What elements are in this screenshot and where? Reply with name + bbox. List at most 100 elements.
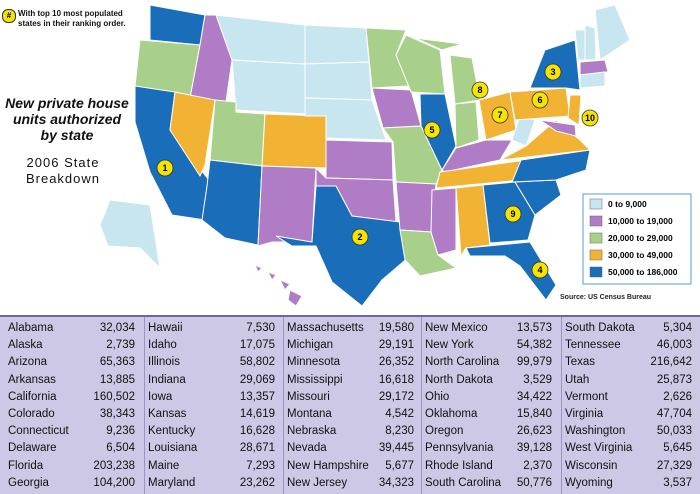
rank-label: 4 [537, 265, 542, 275]
legend-label: 20,000 to 29,000 [608, 233, 673, 243]
state-units: 104,200 [93, 476, 135, 489]
state-units: 34,422 [516, 390, 552, 403]
state [261, 113, 327, 169]
state-units: 32,034 [99, 322, 135, 334]
state-name: Idaho [148, 339, 177, 352]
state [465, 241, 557, 301]
state-units: 15,840 [516, 408, 552, 420]
state-units: 5,677 [385, 459, 414, 472]
state-name: Vermont [565, 390, 608, 403]
state-units: 39,445 [378, 442, 414, 455]
state-units: 3,537 [663, 476, 692, 489]
state-units: 17,075 [239, 339, 275, 352]
state-name: Washington [565, 425, 626, 438]
state-units: 16,618 [378, 373, 414, 386]
state-units: 65,363 [99, 356, 135, 369]
state-name: Tennessee [565, 339, 621, 352]
rank-marker [544, 63, 562, 81]
state-units: 5,304 [663, 322, 692, 334]
state-units: 2,739 [106, 339, 135, 352]
data-table: Alabama 32,034 Alaska 2,739 Arizona 65,363 Ark… [0, 315, 700, 494]
state-units: 29,069 [239, 373, 275, 386]
state-name: Michigan [287, 339, 334, 352]
state-name: Maryland [148, 476, 196, 489]
state-units: 13,357 [239, 390, 275, 403]
state-name: Nevada [287, 442, 327, 455]
subtitle: 2006 State Breakdown [25, 155, 101, 186]
rank-label: 3 [550, 67, 555, 77]
rank-marker [581, 109, 599, 127]
legend-swatch [589, 232, 603, 244]
state-name: Georgia [8, 476, 49, 489]
state-units: 19,580 [378, 322, 414, 334]
state-name: Rhode Island [425, 459, 493, 472]
state [584, 24, 597, 61]
state [254, 264, 263, 273]
state-name: Virginia [565, 408, 604, 420]
state-units: 25,873 [656, 373, 692, 386]
legend-swatch [589, 266, 603, 278]
rank-label: 10 [585, 113, 595, 123]
state [454, 101, 480, 149]
state-units: 27,329 [656, 459, 692, 472]
legend-swatch [589, 249, 603, 261]
state-name: Delaware [8, 442, 57, 455]
rank-marker [491, 106, 509, 124]
state-name: North Carolina [425, 356, 500, 369]
state-name: Maine [148, 459, 180, 472]
state-name: Minnesota [287, 356, 341, 369]
legend-label: 50,000 to 186,000 [608, 267, 678, 277]
rank-label: 9 [510, 209, 515, 219]
state-name: North Dakota [425, 373, 493, 386]
state-units: 13,885 [99, 373, 135, 386]
state [201, 159, 263, 246]
state-name: South Dakota [565, 322, 635, 334]
note: With top 10 most populated states in the… [18, 9, 126, 28]
source: Source: US Census Bureau [560, 294, 652, 301]
state-name: Mississippi [287, 373, 343, 386]
state-units: 203,238 [93, 459, 135, 472]
rank-marker [531, 91, 549, 109]
state-name: Iowa [148, 390, 173, 403]
title: New private house units authorized by st… [5, 95, 129, 143]
state-name: Utah [565, 373, 590, 386]
state-units: 3,529 [523, 373, 552, 386]
state-name: Nebraska [287, 425, 337, 438]
rank-label: 1 [162, 163, 167, 173]
state-name: Indiana [148, 373, 186, 386]
legend-swatch [589, 215, 603, 227]
state [266, 271, 277, 281]
state [257, 165, 317, 247]
rank-label: 6 [537, 95, 542, 105]
state [579, 71, 606, 89]
state [275, 185, 411, 307]
note-symbol: # [2, 9, 16, 23]
state-name: Florida [8, 459, 44, 472]
state-units: 26,352 [378, 356, 414, 369]
state-units: 99,979 [516, 356, 552, 369]
state-units: 216,642 [650, 356, 692, 369]
state-units: 46,003 [656, 339, 692, 352]
state [395, 181, 437, 233]
state [99, 199, 161, 270]
state-name: New York [425, 339, 474, 352]
state-name: Montana [287, 408, 332, 420]
state [278, 279, 291, 291]
state-units: 54,382 [516, 339, 552, 352]
state-name: South Carolina [425, 476, 502, 489]
column-separator [144, 317, 145, 494]
state-name: Arkansas [8, 373, 56, 386]
state-units: 7,530 [246, 322, 275, 334]
state [169, 91, 216, 178]
rank-label: 2 [357, 232, 362, 242]
state-units: 26,623 [516, 425, 552, 438]
state [325, 139, 394, 181]
state [539, 119, 577, 137]
state [304, 61, 373, 101]
state-units: 2,370 [523, 459, 552, 472]
legend-label: 0 to 9,000 [608, 199, 647, 209]
state-units: 4,542 [385, 408, 414, 420]
state-units: 160,502 [93, 390, 135, 403]
state-name: Ohio [425, 390, 450, 403]
